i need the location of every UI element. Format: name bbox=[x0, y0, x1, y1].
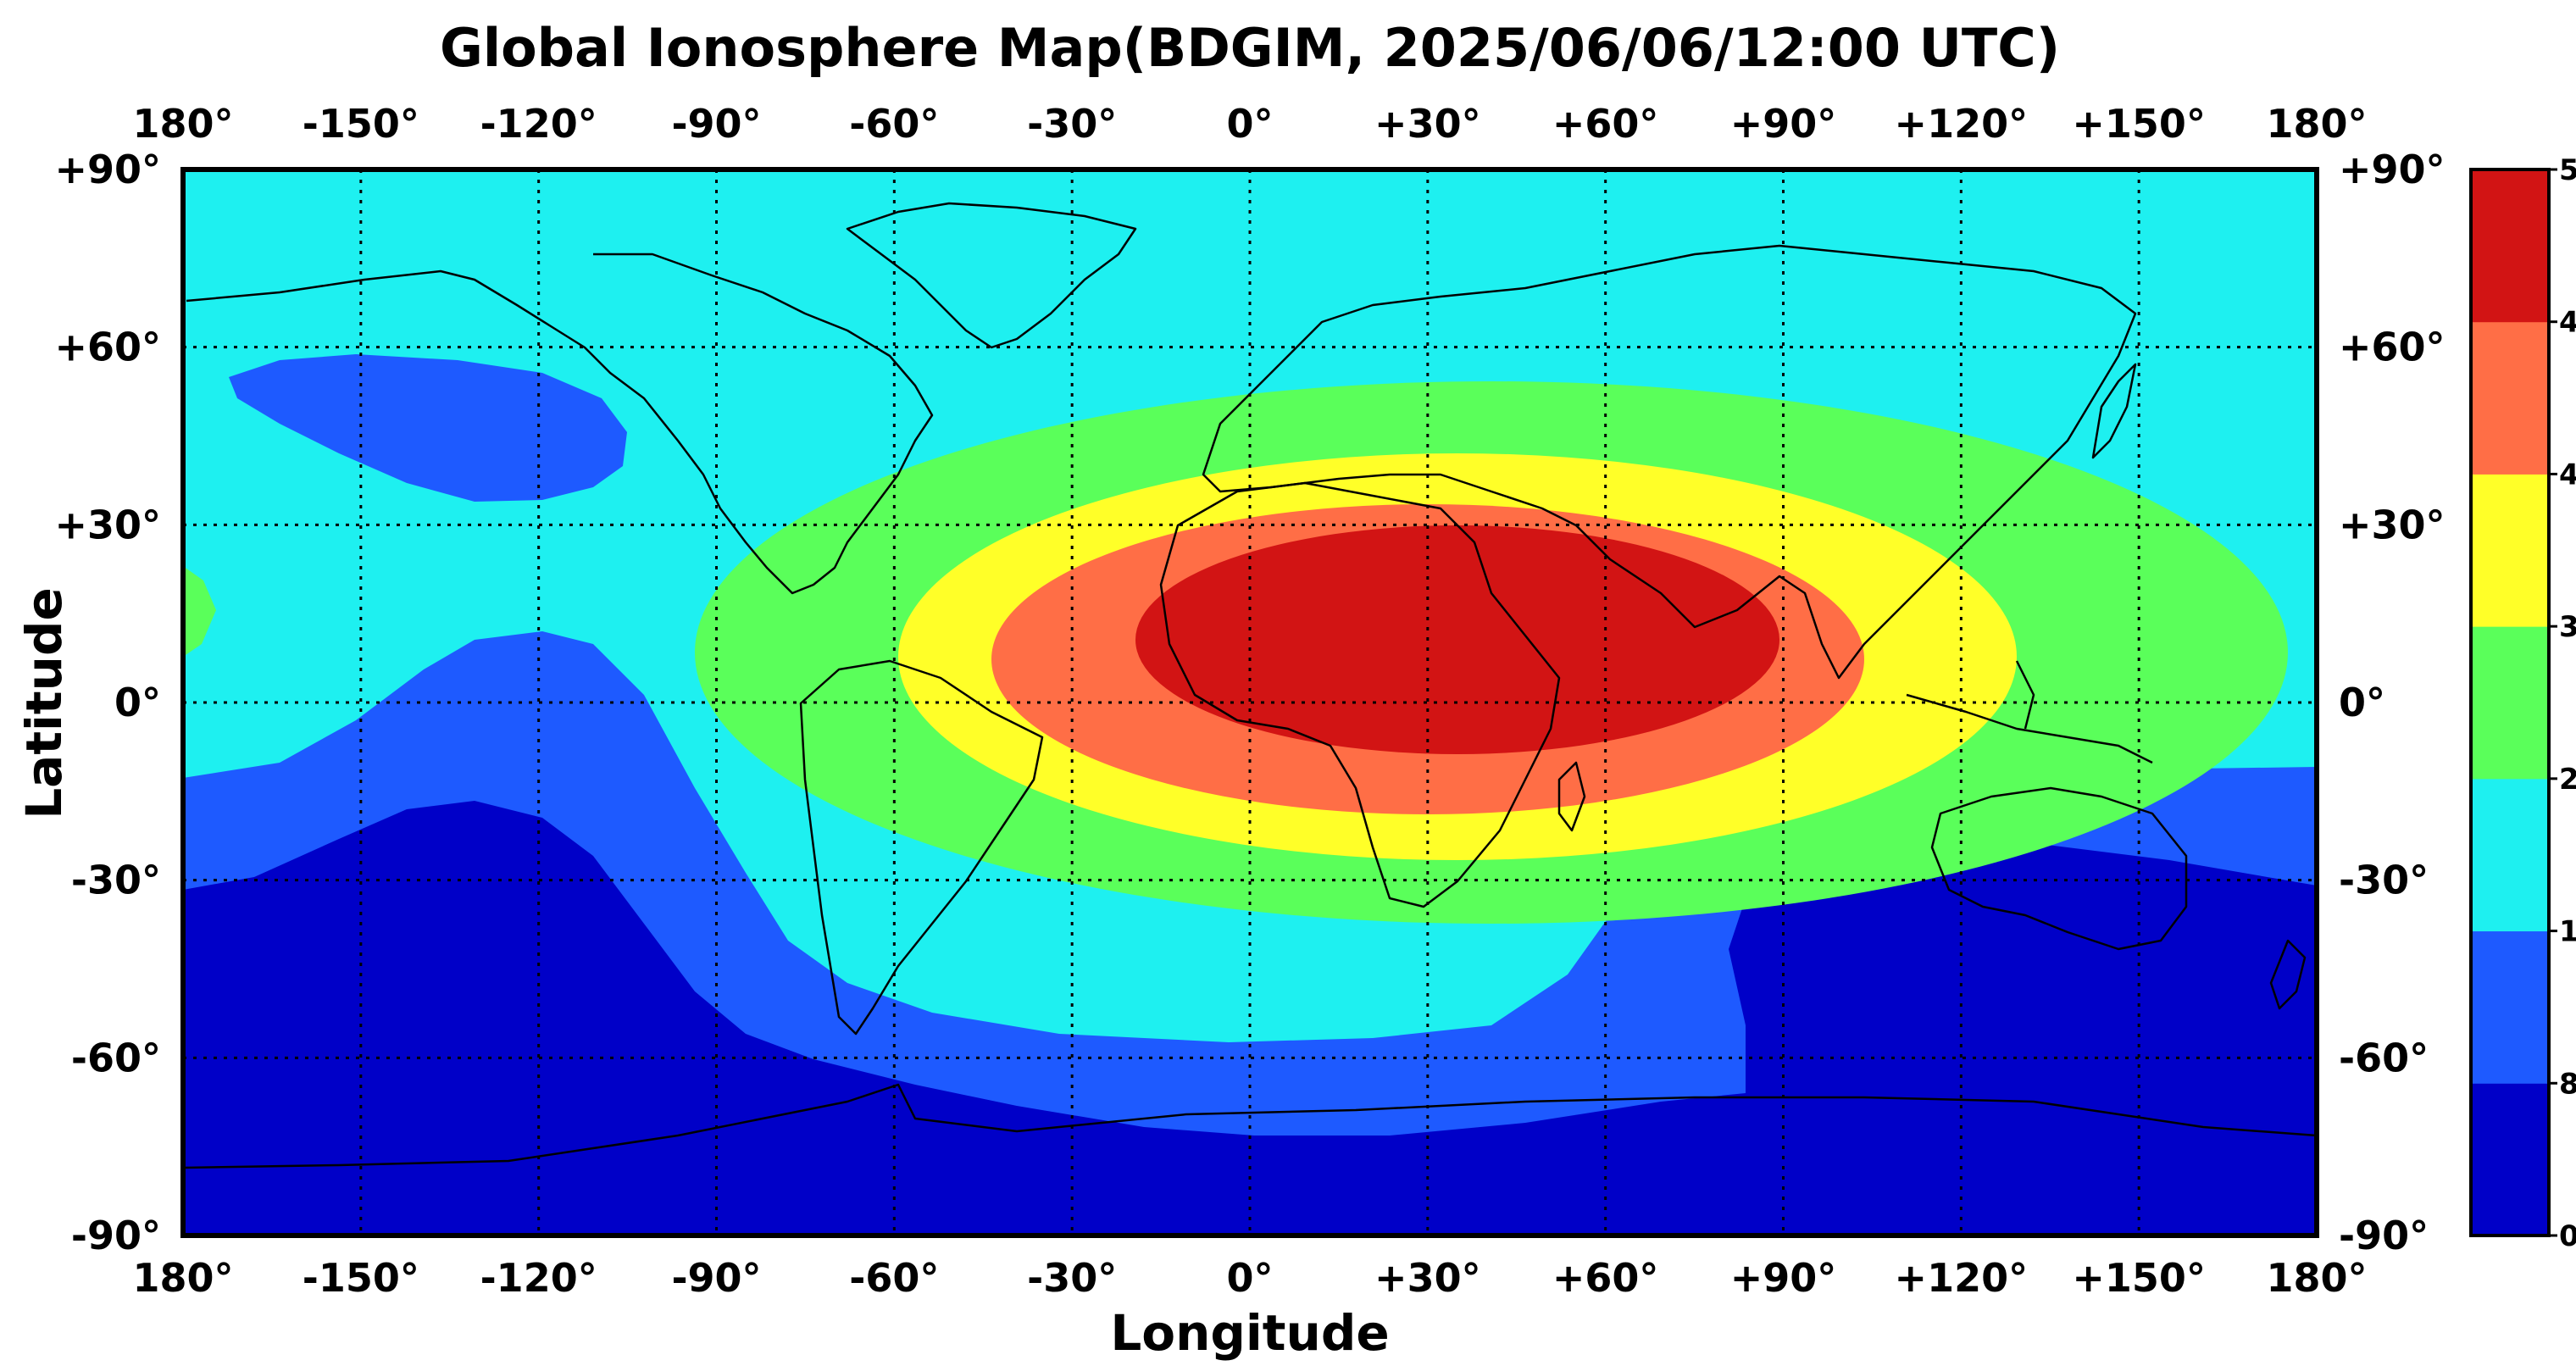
colorbar-tick-label: 0 bbox=[2559, 1219, 2576, 1253]
longitude-tick-label: -30° bbox=[1027, 1255, 1117, 1301]
colorbar-tick-label: 56 bbox=[2559, 153, 2576, 187]
latitude-tick-label: -60° bbox=[71, 1035, 161, 1080]
longitude-tick-label: -90° bbox=[671, 101, 761, 147]
latitude-ticks-left: +90° +60° +30° 0° -30° -60° -90° bbox=[54, 147, 161, 1258]
y-axis-label: Latitude bbox=[15, 587, 73, 819]
colorbar-tick-label: 48 bbox=[2559, 306, 2576, 340]
colorbar-segment bbox=[2471, 169, 2549, 323]
colorbar bbox=[2471, 169, 2549, 1236]
tec-band-48-56 bbox=[1135, 525, 1779, 754]
longitude-tick-label: -120° bbox=[480, 1255, 597, 1301]
longitude-tick-label: -120° bbox=[480, 101, 597, 147]
longitude-tick-label: +60° bbox=[1552, 101, 1659, 147]
colorbar-segment bbox=[2471, 626, 2549, 780]
colorbar-ticks: 0 8 16 24 32 40 48 56 bbox=[2549, 153, 2576, 1253]
colorbar-segment bbox=[2471, 321, 2549, 475]
x-axis-label: Longitude bbox=[1110, 1304, 1389, 1362]
map-frame bbox=[180, 167, 2319, 1238]
latitude-tick-label: -30° bbox=[2339, 858, 2429, 903]
colorbar-segment bbox=[2471, 778, 2549, 932]
longitude-tick-label: +90° bbox=[1730, 1255, 1837, 1301]
longitude-ticks-top: 180° -150° -120° -90° -60° -30° 0° +30° +60° +90°… bbox=[132, 101, 2367, 147]
colorbar-segment bbox=[2471, 474, 2549, 627]
longitude-tick-label: +120° bbox=[1895, 101, 2029, 147]
colorbar-tick-label: 40 bbox=[2559, 458, 2576, 491]
longitude-tick-label: +150° bbox=[2072, 1255, 2206, 1301]
longitude-tick-label: +90° bbox=[1730, 101, 1837, 147]
latitude-tick-label: 0° bbox=[114, 680, 161, 725]
latitude-tick-label: +60° bbox=[54, 325, 161, 370]
latitude-tick-label: +30° bbox=[54, 502, 161, 547]
longitude-ticks-bottom: 180° -150° -120° -90° -60° -30° 0° +30° +60° +90°… bbox=[132, 1255, 2367, 1301]
latitude-tick-label: -90° bbox=[2339, 1213, 2429, 1258]
longitude-tick-label: -30° bbox=[1027, 101, 1117, 147]
colorbar-tick-label: 24 bbox=[2559, 763, 2576, 797]
latitude-tick-label: +60° bbox=[2339, 325, 2446, 370]
latitude-tick-label: +90° bbox=[2339, 147, 2446, 192]
longitude-tick-label: 0° bbox=[1226, 101, 1273, 147]
latitude-tick-label: +30° bbox=[2339, 502, 2446, 547]
colorbar-segment bbox=[2471, 930, 2549, 1084]
latitude-tick-label: +90° bbox=[54, 147, 161, 192]
longitude-tick-label: 180° bbox=[132, 101, 233, 147]
longitude-tick-label: 0° bbox=[1226, 1255, 1273, 1301]
longitude-tick-label: -90° bbox=[671, 1255, 761, 1301]
map-title: Global Ionosphere Map(BDGIM, 2025/06/06/… bbox=[440, 17, 2060, 79]
coastlines bbox=[183, 202, 2317, 1169]
latitude-ticks-right: +90° +60° +30° 0° -30° -60° -90° bbox=[2339, 147, 2446, 1258]
longitude-tick-label: -150° bbox=[303, 101, 419, 147]
colorbar-tick-label: 16 bbox=[2559, 915, 2576, 949]
longitude-tick-label: 180° bbox=[2266, 1255, 2367, 1301]
longitude-tick-label: 180° bbox=[2266, 101, 2367, 147]
latitude-tick-label: -30° bbox=[71, 858, 161, 903]
colorbar-tick-label: 32 bbox=[2559, 610, 2576, 644]
longitude-tick-label: -60° bbox=[849, 1255, 939, 1301]
colorbar-segment bbox=[2471, 1083, 2549, 1236]
longitude-tick-label: +30° bbox=[1374, 101, 1481, 147]
colorbar-tick-label: 8 bbox=[2559, 1067, 2576, 1101]
longitude-tick-label: 180° bbox=[132, 1255, 233, 1301]
longitude-tick-label: +30° bbox=[1374, 1255, 1481, 1301]
longitude-tick-label: -60° bbox=[849, 101, 939, 147]
longitude-tick-label: -150° bbox=[303, 1255, 419, 1301]
latitude-tick-label: 0° bbox=[2339, 680, 2385, 725]
latitude-tick-label: -60° bbox=[2339, 1035, 2429, 1080]
latitude-tick-label: -90° bbox=[71, 1213, 161, 1258]
colorbar-frame bbox=[2469, 168, 2551, 1237]
longitude-tick-label: +150° bbox=[2072, 101, 2206, 147]
tec-band-24-32-edge bbox=[183, 566, 216, 657]
longitude-tick-label: +120° bbox=[1895, 1255, 2029, 1301]
longitude-tick-label: +60° bbox=[1552, 1255, 1659, 1301]
tec-band-8-16-north-pacific bbox=[229, 354, 627, 502]
